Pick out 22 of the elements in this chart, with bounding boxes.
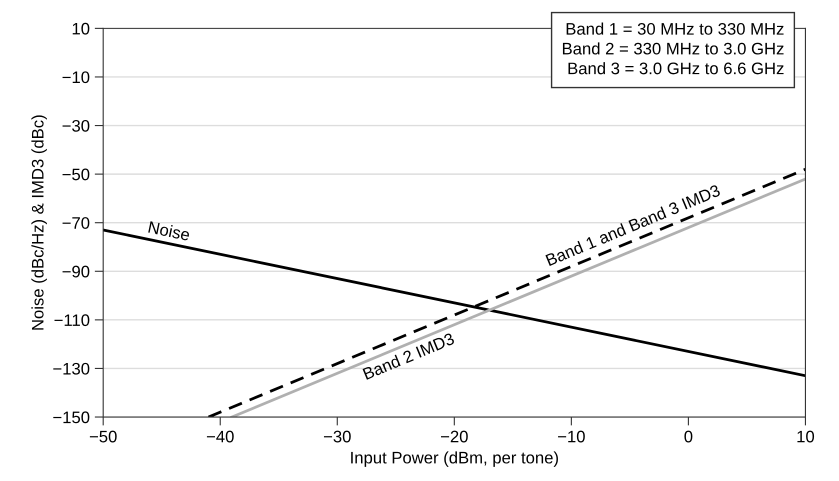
x-tick-label: 10 (797, 430, 814, 442)
annotation: Band 1 = 30 MHz to 330 MHz Band 2 = 330 MHz to 3.0 GHz Band 3 = 3.0 GHz to 6.6 GHz (562, 22, 784, 74)
y-tick-label: −150 (53, 411, 90, 424)
y-tick-label: −30 (62, 120, 90, 132)
x-tick-label: −50 (90, 430, 117, 442)
annotation: Band 2 IMD3 (362, 332, 455, 380)
annotation: Band 1 and Band 3 IMD3 (545, 184, 721, 266)
x-tick-label: −40 (206, 430, 234, 442)
y-tick-label: −50 (62, 168, 90, 180)
annotation: Noise (148, 220, 190, 241)
x-axis-title: Input Power (dBm, per tone) (351, 451, 558, 467)
y-tick-label: −70 (62, 217, 90, 229)
y-tick-label: 10 (72, 22, 90, 35)
x-tick-label: 0 (684, 430, 692, 442)
x-tick-label: −10 (558, 430, 585, 442)
y-tick-label: −90 (62, 266, 90, 278)
x-tick-label: −30 (324, 430, 351, 442)
x-tick-label: −20 (441, 430, 468, 442)
y-tick-label: −130 (53, 362, 90, 375)
y-tick-label: −10 (62, 71, 90, 84)
y-tick-label: −110 (54, 314, 90, 326)
y-axis-title: Noise (dBc/Hz) & IMD3 (dBc) (31, 115, 47, 330)
